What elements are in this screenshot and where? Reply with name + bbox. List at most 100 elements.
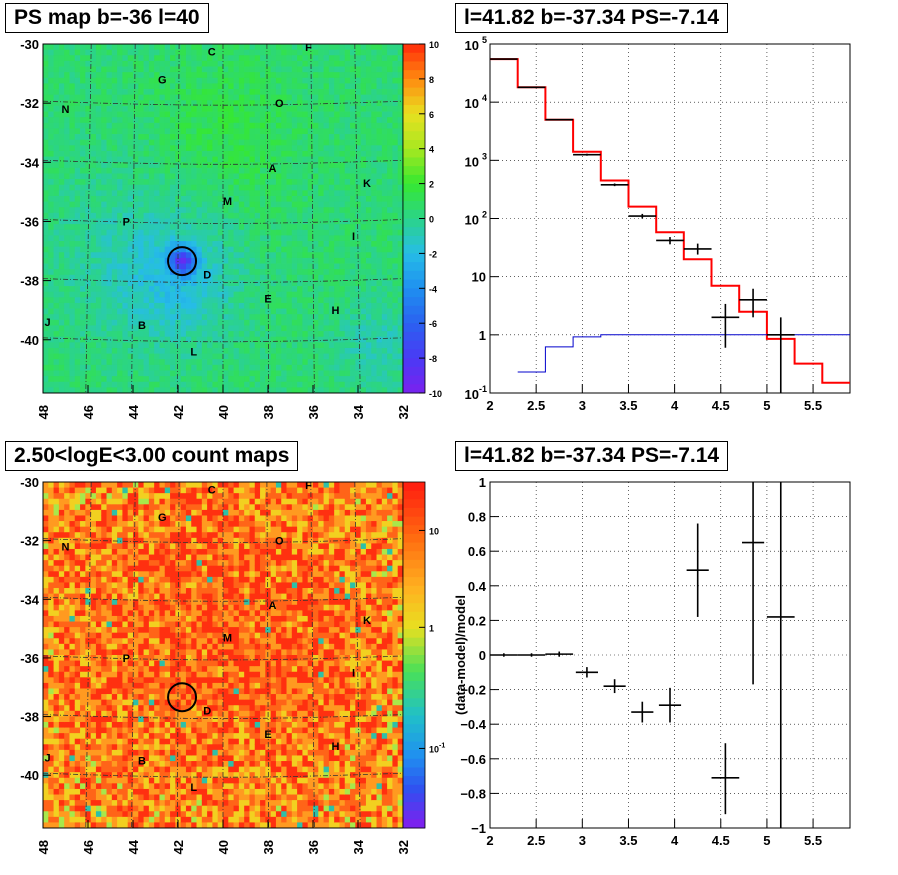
colorbar-cell-0: [403, 349, 425, 359]
colorbar-cell-2: [403, 594, 425, 604]
colorbar-cell-0: [403, 148, 425, 158]
x-tick-label-0: 36: [306, 405, 321, 419]
map-grid-0: [42, 43, 404, 394]
colorbar-tick-label-0: -8: [429, 354, 437, 364]
colorbar-cell-0: [403, 139, 425, 150]
resid-point-4: [603, 679, 626, 694]
field-label-K: K: [363, 178, 371, 190]
spectrum-y-tick-label: 10: [465, 387, 479, 402]
colorbar-cell-2: [403, 793, 425, 803]
resid-x-tick-label: 4: [671, 833, 679, 848]
x-tick-label-0: 38: [261, 405, 276, 419]
colorbar-cell-0: [403, 113, 425, 124]
y-tick-label-2: -40: [20, 768, 39, 783]
resid-y-tick-label: −0.6: [460, 752, 486, 767]
field-label-N: N: [62, 104, 70, 116]
colorbar-cell-0: [403, 105, 425, 115]
x-tick-label-2: 44: [126, 839, 141, 854]
colorbar-cell-2: [403, 542, 425, 552]
grid-lon-2: [266, 481, 270, 829]
resid-point-1: [517, 653, 546, 657]
colorbar-cell-0: [403, 183, 425, 193]
grid-lat-2: [42, 596, 404, 602]
colorbar-cell-0: [403, 358, 425, 368]
colorbar-cell-0: [403, 218, 425, 228]
colorbar-cell-0: [403, 253, 425, 263]
resid-x-tick-label: 4.5: [712, 833, 730, 848]
colorbar-cell-0: [403, 262, 425, 272]
resid-x-tick-label: 3: [579, 833, 586, 848]
colorbar-cell-2: [403, 810, 425, 820]
field-label-I: I: [352, 231, 355, 243]
x-tick-label-0: 42: [171, 405, 186, 419]
colorbar-tick-label-0: -10: [429, 389, 442, 399]
resid-point-9: [742, 482, 765, 685]
colorbar-cell-0: [403, 209, 425, 219]
colorbar-cell-0: [403, 131, 425, 141]
colorbar-cell-2: [403, 819, 425, 829]
y-tick-label-0: -34: [20, 155, 40, 170]
colorbar-tick-label-0: -2: [429, 249, 437, 259]
colorbar-cell-0: [403, 201, 425, 211]
resid-y-tick-label: 0.8: [468, 510, 486, 525]
grid-lon-2: [85, 481, 92, 829]
x-tick-label-2: 32: [396, 840, 411, 854]
spectrum-y-tick-label: 10: [465, 38, 479, 53]
resid-y-tick-label: −0.4: [460, 717, 486, 732]
spectrum-point-7: [683, 243, 712, 255]
colorbar-cell-0: [403, 314, 425, 324]
colorbar-cell-2: [403, 663, 425, 673]
colorbar-cell-0: [403, 279, 425, 289]
grid-lon-0: [131, 43, 136, 394]
title-count-map: 2.50<logE<3.00 count maps: [5, 441, 299, 471]
colorbar-tick-label-0: -4: [429, 284, 437, 294]
y-tick-label-2: -38: [20, 710, 39, 725]
colorbar-cell-2: [403, 499, 425, 509]
spectrum-y-tick-label: 10: [465, 96, 479, 111]
field-label-O: O: [275, 98, 284, 110]
spectrum-series-0: [490, 58, 850, 384]
colorbar-cell-0: [403, 166, 425, 176]
title-spectrum: l=41.82 b=-37.34 PS=-7.14: [455, 3, 729, 33]
colorbar-cell-2: [403, 698, 425, 708]
resid-point-3: [575, 667, 598, 678]
colorbar-cell-0: [403, 122, 425, 132]
colorbar-cell-2: [403, 551, 425, 561]
spectrum-y-tick-exp: 5: [482, 35, 487, 45]
colorbar-cell-2: [403, 507, 425, 518]
colorbar-cell-0: [403, 305, 425, 315]
source-circle-0: [167, 246, 198, 277]
colorbar-cell-2: [403, 758, 425, 768]
colorbar-tick-label-2: 1: [429, 623, 434, 633]
colorbar-cell-0: [403, 192, 425, 202]
colorbar-cell-2: [403, 715, 425, 725]
spectrum-x-tick-label: 2.5: [527, 398, 545, 413]
colorbar-tick-label-0: 4: [429, 145, 434, 155]
field-label-G: G: [158, 74, 167, 86]
field-label-O: O: [275, 536, 284, 548]
colorbar-cell-2: [403, 680, 425, 691]
colorbar-cell-0: [403, 87, 425, 97]
colorbar-tick-label-0: 10: [429, 40, 439, 50]
colorbar-cell-2: [403, 568, 425, 578]
colorbar-cell-0: [403, 96, 425, 106]
field-label-E: E: [264, 729, 271, 741]
colorbar-cell-0: [403, 78, 425, 89]
colorbar-tick-label-0: 8: [429, 75, 434, 85]
colorbar-cell-2: [403, 585, 425, 595]
resid-y-tick-label: 1: [479, 475, 486, 490]
spectrum-y-tick-exp: 3: [482, 151, 487, 161]
spectrum-x-tick-label: 4.5: [712, 398, 730, 413]
colorbar-cell-0: [403, 235, 425, 246]
y-tick-label-0: -40: [20, 333, 39, 348]
colorbar-cell-0: [403, 375, 425, 385]
title-residuals: l=41.82 b=-37.34 PS=-7.14: [455, 441, 729, 471]
y-tick-label-2: -32: [20, 534, 39, 549]
colorbar-tick-label-2: 10: [429, 526, 439, 536]
field-label-M: M: [223, 632, 232, 644]
colorbar-cell-2: [403, 724, 425, 734]
y-tick-label-0: -30: [20, 37, 39, 52]
colorbar-tick-label-0: 6: [429, 110, 434, 120]
spectrum-y-tick-label: 10: [465, 154, 479, 169]
colorbar-cell-0: [403, 174, 425, 185]
